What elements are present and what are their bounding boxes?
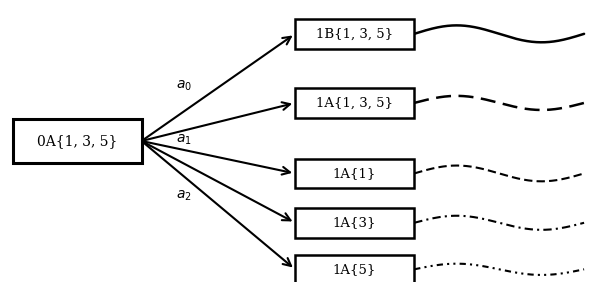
Text: 1A{5}: 1A{5} bbox=[333, 263, 376, 276]
Text: 1A{1}: 1A{1} bbox=[333, 167, 376, 180]
FancyBboxPatch shape bbox=[295, 88, 414, 118]
FancyBboxPatch shape bbox=[295, 19, 414, 49]
Text: 0A{1, 3, 5}: 0A{1, 3, 5} bbox=[38, 134, 117, 148]
Text: 1A{1, 3, 5}: 1A{1, 3, 5} bbox=[316, 96, 393, 109]
FancyBboxPatch shape bbox=[295, 254, 414, 282]
Text: $a_2$: $a_2$ bbox=[176, 189, 191, 203]
Text: $a_1$: $a_1$ bbox=[176, 132, 191, 147]
Text: 1B{1, 3, 5}: 1B{1, 3, 5} bbox=[316, 27, 393, 40]
Text: $a_0$: $a_0$ bbox=[176, 79, 192, 93]
FancyBboxPatch shape bbox=[295, 158, 414, 188]
Text: 1A{3}: 1A{3} bbox=[333, 216, 376, 229]
FancyBboxPatch shape bbox=[295, 208, 414, 237]
FancyBboxPatch shape bbox=[14, 119, 141, 163]
